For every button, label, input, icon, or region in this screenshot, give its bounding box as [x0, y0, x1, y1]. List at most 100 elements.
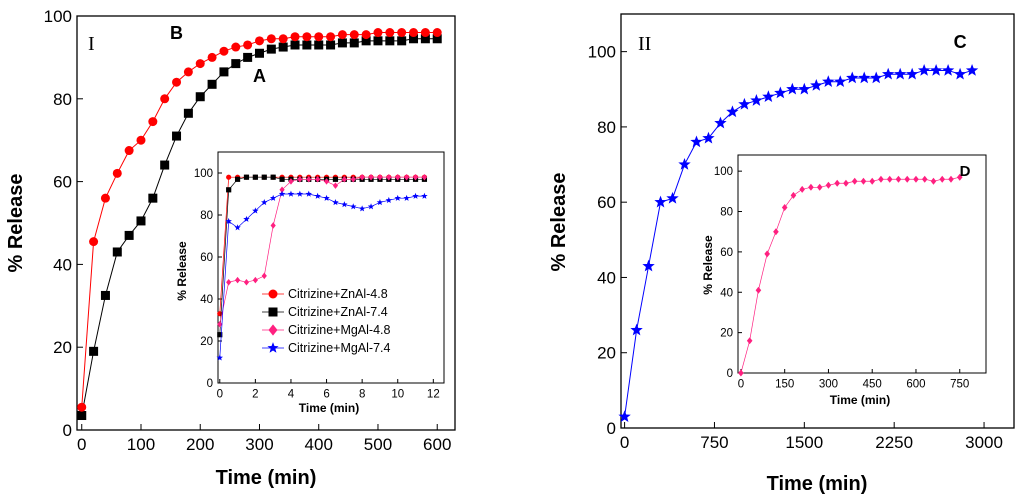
inset-one-legend: Citrizine+ZnAl-4.8 Citrizine+ZnAl-7.4 Ci…: [262, 287, 391, 355]
data-point-b: [361, 30, 371, 40]
data-point-c: [678, 158, 691, 170]
data-point-d: [799, 185, 805, 193]
data-point-citrizine-znal-7-4: [217, 332, 223, 338]
legend-entry-mgal-48: Citrizine+MgAl-4.8: [262, 323, 391, 337]
data-point-citrizine-znal-7-4: [226, 187, 232, 193]
data-point-c: [642, 259, 655, 272]
data-point-b: [77, 402, 87, 412]
data-point-citrizine-mgal-4-8: [332, 182, 339, 189]
x-tick-label: 400: [305, 435, 333, 454]
data-point-c: [654, 195, 667, 208]
data-point-citrizine-mgal-4-8: [386, 173, 392, 181]
data-point-a: [420, 34, 430, 44]
data-point-citrizine-mgal-4-8: [377, 173, 383, 181]
y-tick-label: 100: [44, 7, 72, 26]
data-point-citrizine-mgal-4-8: [288, 178, 294, 185]
data-point-b: [160, 94, 170, 104]
data-point-citrizine-mgal-4-8: [315, 176, 321, 183]
data-point-c: [905, 67, 919, 80]
data-point-b: [219, 46, 229, 56]
y-tick-label: 60: [597, 193, 616, 212]
inset-one-x-ticks: 0 2 4 6 8 10 12: [217, 379, 440, 401]
data-point-citrizine-znal-7-4: [243, 174, 250, 180]
legend-symbol-citrizine-mgal-4-8: [268, 324, 278, 336]
data-point-citrizine-mgal-7-4: [421, 192, 428, 199]
data-point-citrizine-mgal-4-8: [261, 272, 267, 280]
data-point-citrizine-mgal-7-4: [385, 196, 393, 204]
data-point-d: [860, 177, 867, 185]
data-point-b: [349, 30, 359, 40]
data-point-d: [904, 175, 911, 183]
data-point-a: [432, 34, 442, 44]
curve-label-c: C: [954, 32, 967, 52]
data-point-citrizine-mgal-4-8: [243, 278, 250, 286]
x-tick-label: 150: [775, 379, 794, 391]
y-tick-label: 20: [53, 338, 72, 357]
data-point-a: [172, 131, 182, 141]
curve-label-a: A: [253, 66, 266, 86]
data-point-citrizine-mgal-4-8: [412, 173, 419, 181]
x-tick-label: 200: [186, 435, 214, 454]
data-point-c: [786, 82, 799, 95]
y-tick-label: 20: [597, 344, 616, 363]
data-point-b: [432, 28, 442, 38]
data-point-b: [148, 117, 158, 127]
data-point-c: [870, 71, 883, 84]
inset-two-series: [738, 173, 963, 377]
panel-one-tag: I: [88, 33, 95, 55]
data-point-c: [738, 97, 751, 110]
data-point-c: [953, 67, 967, 80]
data-point-citrizine-znal-7-4: [332, 176, 339, 182]
y-tick-label: 0: [727, 368, 733, 380]
data-point-b: [207, 52, 217, 62]
y-tick-label: 60: [53, 173, 72, 192]
data-point-d: [764, 250, 770, 258]
data-point-a: [314, 40, 324, 50]
y-tick-label: 0: [63, 421, 72, 440]
x-tick-label: 0: [620, 433, 629, 452]
data-point-d: [746, 337, 753, 345]
data-point-b: [100, 193, 110, 203]
y-tick-label: 20: [200, 336, 213, 348]
y-tick-label: 80: [720, 207, 733, 219]
data-point-a: [409, 34, 419, 44]
data-point-citrizine-mgal-4-8: [368, 173, 374, 181]
data-point-c: [714, 116, 727, 129]
data-point-citrizine-mgal-4-8: [234, 276, 241, 284]
x-tick-label: 10: [391, 389, 404, 401]
data-point-citrizine-mgal-4-8: [217, 320, 223, 328]
curve-label-b: B: [170, 23, 183, 43]
data-point-a: [100, 290, 110, 300]
inset-two-x-ticks: 0 150 300 450 600 750: [738, 369, 969, 391]
data-point-c: [893, 67, 907, 80]
data-point-a: [397, 36, 407, 46]
data-point-d: [895, 175, 902, 183]
data-point-a: [278, 42, 288, 52]
inset-two-x-axis-label: Time (min): [830, 393, 890, 407]
data-point-b: [89, 237, 99, 247]
y-tick-label: 0: [607, 419, 616, 438]
data-point-a: [219, 67, 229, 77]
data-point-citrizine-mgal-7-4: [243, 215, 250, 222]
panel-two-y-ticks: 0 20 40 60 80 100: [588, 43, 627, 438]
data-point-citrizine-mgal-4-8: [395, 173, 401, 181]
data-point-a: [89, 346, 99, 356]
legend-symbol-citrizine-znal-4-8: [268, 289, 278, 299]
x-tick-label: 750: [950, 379, 969, 391]
data-point-citrizine-znal-7-4: [270, 174, 276, 180]
data-point-b: [136, 135, 146, 145]
y-tick-label: 40: [720, 287, 733, 299]
y-tick-label: 40: [200, 294, 213, 306]
inset-one-y-axis-label: % Release: [175, 241, 189, 301]
data-point-citrizine-mgal-7-4: [403, 194, 410, 201]
data-point-b: [337, 30, 347, 40]
x-tick-label: 750: [700, 433, 728, 452]
y-tick-label: 80: [597, 118, 616, 137]
legend-label-mgal-74: Citrizine+MgAl-7.4: [288, 341, 391, 355]
data-point-b: [254, 36, 264, 46]
data-point-citrizine-mgal-7-4: [261, 199, 268, 206]
panel-one-y-ticks: 0 20 40 60 80 100: [44, 7, 83, 440]
data-point-a: [266, 44, 276, 54]
data-point-c: [858, 71, 871, 84]
inset-two-y-axis-label: % Release: [701, 235, 715, 295]
